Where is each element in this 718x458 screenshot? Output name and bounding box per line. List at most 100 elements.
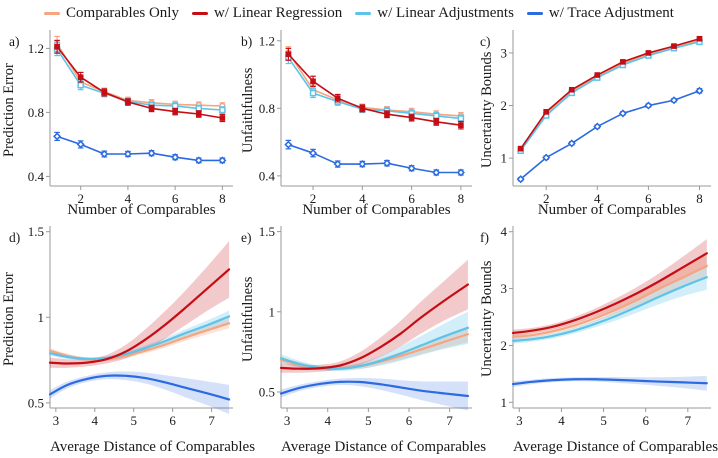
axes: 3 4 5 6 7 0.5 1 1.5	[259, 224, 472, 428]
y-tick-label: 0.4	[259, 168, 276, 183]
marker-square-solid	[219, 115, 226, 121]
marker-diamond	[382, 159, 392, 168]
x-tick-label: 7	[446, 413, 453, 428]
marker-diamond	[516, 175, 525, 184]
xlabel-e: Average Distance of Comparables	[281, 439, 487, 455]
marker-square	[77, 81, 84, 89]
y-tick-label: 1.5	[259, 224, 275, 239]
legend-label: w/ Linear Regression	[213, 4, 343, 21]
marker-square-solid	[458, 122, 464, 129]
y-tick-label: 0.8	[28, 105, 44, 120]
legend-swatch-trace-adjustment	[526, 11, 543, 15]
marker-square-solid	[696, 35, 703, 42]
axes: 2 4 6 8 0.4 0.8 1.2	[259, 30, 472, 206]
y-tick-label: 2	[501, 338, 508, 353]
marker-diamond	[644, 101, 653, 110]
marker-diamond	[309, 149, 318, 158]
marker-square-solid	[101, 89, 108, 96]
xlabel-a: Number of Comparables	[67, 202, 216, 218]
x-tick-label: 2	[310, 191, 317, 206]
y-axis-label-f: Uncertainty Bounds	[479, 260, 495, 378]
series-line-w-linear-adjustments	[48, 315, 231, 361]
marker-square-solid	[408, 114, 415, 121]
x-tick-label: 8	[458, 191, 465, 206]
marker-square	[433, 112, 440, 120]
x-tick-label: 6	[172, 191, 179, 206]
x-tick-label: 2	[77, 191, 84, 206]
panel-label-b: b)	[241, 34, 253, 49]
series-w-linear-regression	[517, 35, 703, 152]
marker-diamond	[218, 156, 227, 165]
marker-square-solid	[125, 99, 131, 105]
x-tick-label: 4	[594, 191, 601, 206]
series-line-w-trace-adjustment	[48, 374, 231, 401]
x-tick-label: 6	[642, 413, 649, 428]
marker-square-solid	[77, 74, 84, 81]
series-line-w-linear-regression	[48, 268, 231, 365]
chart-canvas-f: 3 4 5 6 7 1 2 3 4	[501, 224, 711, 428]
marker-square-solid	[285, 51, 292, 58]
marker-diamond	[171, 153, 180, 162]
marker-square-solid	[517, 145, 524, 152]
y-tick-label: 1	[269, 304, 276, 319]
band-w-trace-adjustment	[50, 371, 230, 414]
y-axis-label-c: Uncertainty Bounds	[479, 51, 495, 169]
y-tick-label: 1.2	[259, 33, 275, 48]
marker-diamond	[618, 109, 627, 118]
legend-item-linear-regression: w/ Linear Regression	[191, 4, 343, 22]
panel-label-c: c)	[480, 34, 491, 49]
marker-diamond	[456, 168, 465, 177]
marker-square-solid	[172, 108, 178, 115]
series-w-trace-adjustment	[284, 139, 465, 177]
y-axis-label-e: Unfaithfulness	[240, 276, 256, 362]
subplot-e: e) Unfaithfulness 3 4 5 6 7 0.5 1 1.5 Average D…	[239, 222, 487, 458]
x-tick-label: 6	[406, 413, 413, 428]
y-axis-label-d: Prediction Error	[1, 272, 17, 366]
xlabel-f: Average Distance of Comparables	[513, 439, 718, 455]
x-tick-label: 2	[543, 191, 550, 206]
marker-square-solid	[195, 111, 202, 117]
marker-diamond	[194, 156, 203, 165]
marker-square	[457, 115, 465, 122]
marker-diamond	[53, 132, 62, 141]
axes: 3 4 5 6 7 1 2 3 4	[501, 224, 711, 428]
legend-item-linear-adjustments: w/ Linear Adjustments	[355, 5, 514, 22]
series-line-w-trace-adjustment	[279, 380, 470, 398]
y-tick-label: 4	[501, 224, 508, 239]
marker-diamond	[358, 160, 367, 169]
marker-diamond	[284, 140, 293, 149]
marker-square-solid	[543, 109, 550, 115]
marker-square	[195, 105, 203, 112]
panel-label-e: e)	[241, 230, 252, 245]
marker-diamond	[123, 149, 132, 159]
series-w-linear-adjustments	[517, 38, 703, 155]
subplot-f: f) Uncertainty Bounds 3 4 5 6 7 1 2 3 4 Average …	[478, 222, 718, 458]
marker-diamond	[407, 164, 416, 173]
band-w-linear-regression	[281, 259, 468, 373]
marker-diamond	[333, 160, 342, 169]
marker-diamond	[147, 149, 156, 158]
axes: 3 4 5 6 7 0.5 1 1.5	[28, 224, 233, 428]
subplot-d: d) Prediction Error 3 4 5 6 7 0.5 1 1.5 Average…	[0, 222, 255, 458]
series-line-comparables-only	[511, 264, 708, 339]
x-tick-label: 5	[600, 413, 607, 428]
y-tick-label: 1.5	[28, 224, 44, 239]
subplot-a: a) Prediction Error 2 4 6 8 0.4 0.8 1.2 Number…	[0, 26, 239, 222]
legend: Comparables Only w/ Linear Regression w/…	[0, 0, 718, 26]
chart-canvas-e: 3 4 5 6 7 0.5 1 1.5	[259, 224, 472, 428]
marker-square-solid	[334, 95, 341, 101]
y-tick-label: 0.8	[259, 101, 275, 116]
x-tick-label: 4	[125, 191, 132, 206]
chart-canvas-d: 3 4 5 6 7 0.5 1 1.5	[28, 224, 233, 428]
legend-label: Comparables Only	[66, 4, 179, 21]
y-tick-label: 1	[501, 151, 508, 166]
axes: 2 4 6 8 0.4 0.8 1.2	[28, 30, 233, 206]
series-line-w-linear-adjustments	[279, 326, 470, 370]
y-tick-label: 3	[501, 45, 508, 60]
x-tick-label: 4	[558, 413, 565, 428]
marker-square	[171, 102, 179, 110]
marker-square-solid	[359, 105, 366, 112]
marker-diamond	[542, 153, 551, 162]
y-tick-label: 0.5	[259, 384, 275, 399]
